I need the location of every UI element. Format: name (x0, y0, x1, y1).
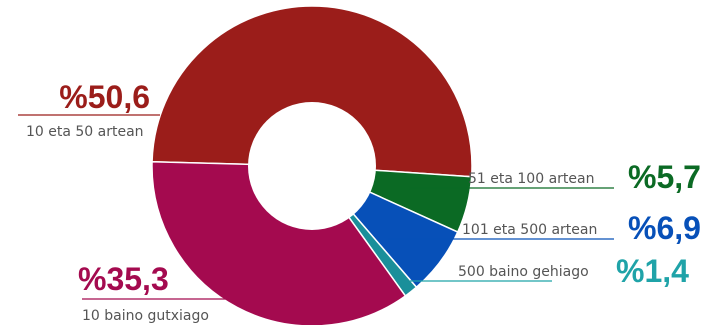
slice-label-under-10: 10 baino gutxiago (82, 308, 209, 324)
donut-hole (248, 102, 376, 230)
slice-value-10-50: %50,6 (59, 79, 150, 115)
slice-label-10-50: 10 eta 50 artean (26, 124, 144, 140)
slice-value-under-10: %35,3 (78, 261, 169, 297)
slice-under-10 (151, 161, 407, 325)
slice-label-500-plus: 500 baino gehiago (458, 264, 589, 280)
slice-10-50 (151, 5, 473, 178)
slice-label-51-100: 51 eta 100 artean (468, 171, 594, 187)
slice-value-51-100: %5,7 (628, 159, 701, 195)
slice-value-101-500: %6,9 (628, 210, 701, 246)
slice-label-101-500: 101 eta 500 artean (462, 222, 597, 238)
slice-value-500-plus: %1,4 (616, 253, 689, 289)
